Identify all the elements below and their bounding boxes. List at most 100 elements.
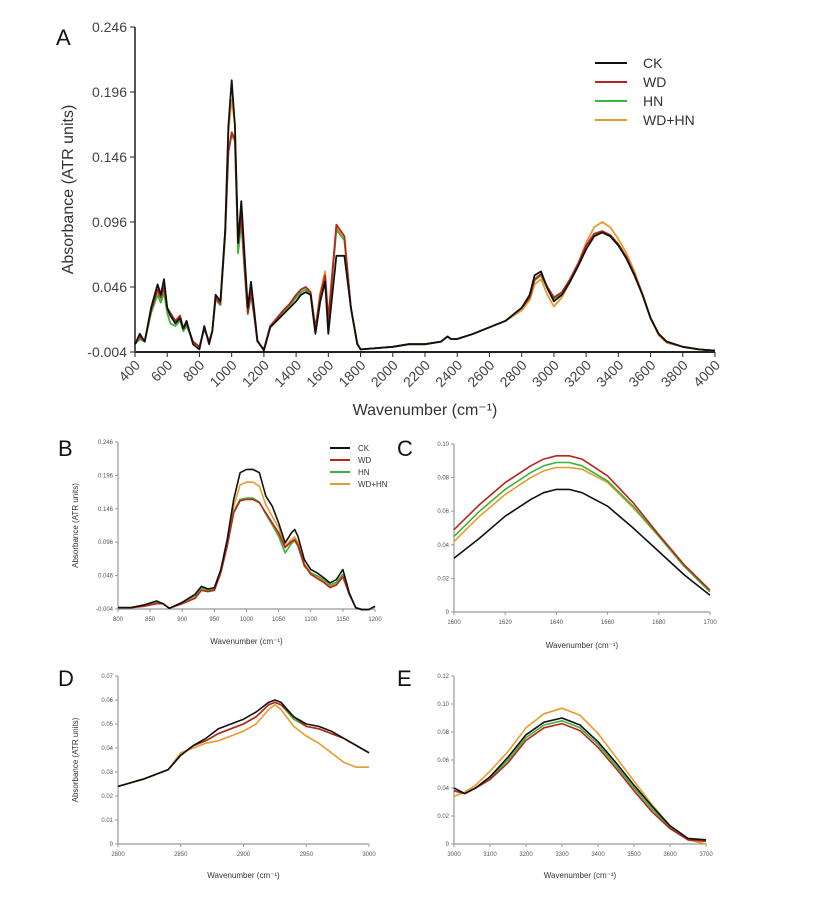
y-tick-label: -0.004 (96, 607, 114, 613)
x-tick-label: 1400 (271, 357, 304, 390)
series-line-ck (117, 699, 370, 788)
y-tick-label: 0.01 (101, 818, 113, 824)
y-tick-label: 0.10 (437, 702, 449, 708)
x-tick-label: 3200 (519, 852, 533, 858)
y-tick-label: 0.03 (101, 770, 113, 776)
x-tick-label: 1680 (652, 620, 666, 626)
y-tick-label: 0.07 (101, 674, 113, 680)
y-tick-label: 0.246 (98, 440, 114, 446)
panel-E: E 0 0.02 0.04 0.06 0.08 0.10 0.12 3000 3100 3200 33… (397, 666, 713, 880)
panel-letter: E (397, 666, 412, 691)
x-tick-label: 1700 (703, 620, 717, 626)
series-line-wd-hn (118, 481, 376, 611)
series-line-wd-hn (453, 466, 711, 593)
x-tick-label: 3600 (663, 852, 677, 858)
y-tick-label: 0.06 (101, 698, 113, 704)
y-tick-label: 0.096 (98, 540, 114, 546)
x-tick-label: 3000 (447, 852, 461, 858)
legend-label: WD (358, 456, 372, 465)
x-tick-label: 1600 (303, 357, 336, 390)
x-tick-label: 400 (115, 357, 143, 385)
x-tick-label: 3200 (561, 357, 594, 390)
y-tick-label: 0 (446, 842, 450, 848)
x-tick-label: 3400 (591, 852, 605, 858)
y-tick-label: 0.02 (101, 794, 113, 800)
legend-label: CK (643, 55, 663, 71)
series-line-ck (118, 468, 376, 611)
y-tick-label: 0.096 (92, 214, 127, 230)
series-line-ck (453, 488, 711, 596)
x-tick-label: 4000 (690, 357, 723, 390)
x-tick-label: 1050 (272, 617, 286, 623)
x-tick-label: 2400 (432, 357, 465, 390)
series-line-wd-hn (134, 98, 716, 352)
x-tick-label: 800 (113, 617, 124, 623)
x-axis-label: Wavenumber (cm⁻¹) (353, 402, 498, 419)
panel-letter: B (58, 436, 73, 461)
y-tick-label: 0.04 (101, 746, 113, 752)
x-tick-label: 850 (145, 617, 156, 623)
series-line-wd (453, 722, 707, 842)
series-line-hn (453, 461, 711, 593)
y-tick-label: 0 (446, 610, 450, 616)
x-tick-label: 1800 (335, 357, 368, 390)
x-tick-label: 2850 (174, 852, 188, 858)
x-tick-label: 2900 (237, 852, 251, 858)
y-axis-label: Absorbance (ATR units) (71, 717, 80, 802)
y-tick-label: 0.196 (98, 473, 114, 479)
legend-label: WD+HN (358, 480, 388, 489)
x-tick-label: 3600 (625, 357, 658, 390)
x-tick-label: 1200 (239, 357, 272, 390)
x-tick-label: 2000 (368, 357, 401, 390)
x-tick-label: 3100 (483, 852, 497, 858)
y-tick-label: 0.12 (437, 674, 449, 680)
x-tick-label: 3800 (658, 357, 691, 390)
y-axis-label: Absorbance (ATR units) (60, 105, 77, 275)
legend: CK WD HN WD+HN (330, 444, 388, 489)
panel-letter: A (56, 25, 71, 50)
x-tick-label: 1150 (336, 617, 350, 623)
x-tick-label: 1600 (447, 620, 461, 626)
legend-label: HN (643, 93, 663, 109)
y-tick-label: 0.046 (92, 279, 127, 295)
y-axis-label: Absorbance (ATR units) (71, 483, 80, 568)
y-tick-label: 0 (110, 842, 114, 848)
x-tick-label: 1660 (601, 620, 615, 626)
series-line-hn (118, 497, 376, 611)
legend: CK WD HN WD+HN (595, 55, 695, 128)
x-tick-label: 3400 (593, 357, 626, 390)
y-tick-label: 0.146 (98, 507, 114, 513)
x-tick-label: 2800 (496, 357, 529, 390)
legend-label: CK (358, 444, 370, 453)
y-tick-label: 0.02 (437, 576, 449, 582)
y-tick-label: 0.04 (437, 543, 449, 549)
y-tick-label: 0.196 (92, 84, 127, 100)
x-tick-label: 900 (177, 617, 188, 623)
y-tick-label: 0.02 (437, 814, 449, 820)
x-tick-label: 1200 (368, 617, 382, 623)
y-tick-label: 0.08 (437, 476, 449, 482)
panel-B: B -0.004 0.046 0.096 0.146 0.196 0.246 800 850 90… (58, 436, 388, 646)
x-tick-label: 3700 (699, 852, 713, 858)
x-tick-label: 2950 (300, 852, 314, 858)
x-axis-label: Wavenumber (cm⁻¹) (210, 637, 283, 646)
y-tick-label: 0.06 (437, 509, 449, 515)
series-line-wd (453, 455, 711, 591)
panel-letter: D (58, 666, 74, 691)
x-axis-label: Wavenumber (cm⁻¹) (546, 641, 619, 650)
panel-C: C 0 0.02 0.04 0.06 0.08 0.10 1600 1620 1640 1660 16… (397, 436, 717, 650)
y-tick-label: 0.05 (101, 722, 113, 728)
x-tick-label: 800 (180, 357, 208, 385)
series-line-wd (118, 498, 376, 611)
panel-A: A -0.004 0.046 0.096 0.146 0.196 0.246 400 600 80… (56, 19, 723, 419)
y-tick-label: 0.06 (437, 758, 449, 764)
series-line-wd-hn (117, 704, 369, 788)
x-tick-label: 600 (148, 357, 176, 385)
y-tick-label: 0.10 (437, 442, 449, 448)
series-line-hn (134, 134, 716, 352)
y-tick-label: 0.046 (98, 574, 114, 580)
x-axis-label: Wavenumber (cm⁻¹) (544, 871, 617, 880)
panel-D: D 0 0.01 0.02 0.03 0.04 0.05 0.06 0.07 2800 2850 29… (58, 666, 376, 880)
x-tick-label: 1620 (499, 620, 513, 626)
